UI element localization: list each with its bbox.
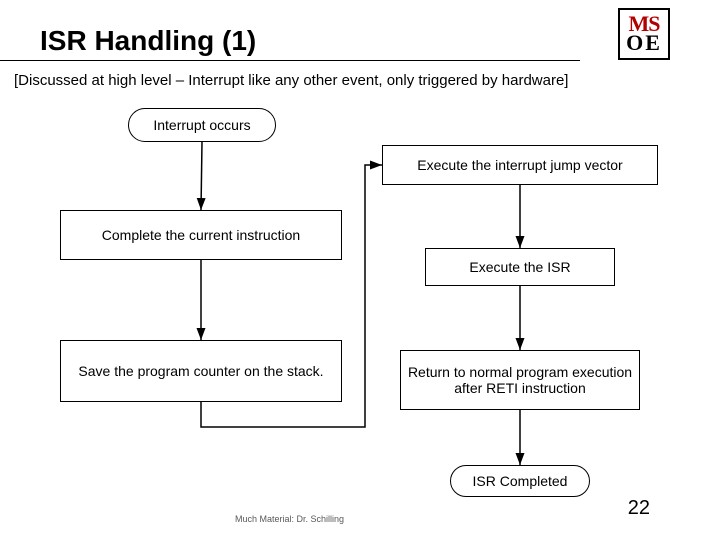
flow-node-complete: Complete the current instruction: [60, 210, 342, 260]
flow-node-end: ISR Completed: [450, 465, 590, 497]
flow-node-isr: Execute the ISR: [425, 248, 615, 286]
flow-node-return: Return to normal program execution after…: [400, 350, 640, 410]
footer-credit: Much Material: Dr. Schilling: [235, 514, 344, 524]
flow-node-jump: Execute the interrupt jump vector: [382, 145, 658, 185]
page-number: 22: [628, 497, 650, 520]
flowchart-container: Interrupt occurs Complete the current ins…: [0, 0, 720, 540]
flow-node-start: Interrupt occurs: [128, 108, 276, 142]
flow-node-save: Save the program counter on the stack.: [60, 340, 342, 402]
